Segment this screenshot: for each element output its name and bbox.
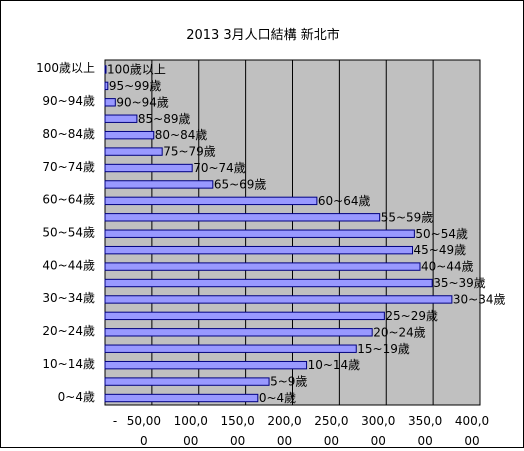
bar — [104, 114, 138, 123]
data-label: 45~49歲 — [414, 243, 467, 257]
y-tick-label: 50~54歲 — [42, 226, 95, 240]
data-label: 25~29歲 — [385, 309, 438, 323]
data-label: 100歲以上 — [107, 62, 166, 76]
x-tick-label: 350,0 00 — [408, 414, 442, 447]
y-tick-label: 10~14歲 — [42, 357, 95, 371]
data-label: 35~39歲 — [433, 276, 486, 290]
x-tick-labels: -50,00 0 100,0 00 150,0 00 200,0 00 250,0 00 300,0… — [113, 414, 489, 448]
data-label: 20~24歲 — [373, 325, 426, 339]
bar — [104, 147, 163, 156]
bar — [104, 360, 308, 370]
bar — [104, 328, 373, 337]
chart-title: 2013 3月人口結構 新北市 — [186, 27, 340, 43]
data-label: 5~9歲 — [270, 375, 307, 389]
bar — [104, 262, 421, 271]
y-tick-label: 60~64歲 — [42, 193, 95, 207]
data-label: 50~54歲 — [415, 227, 468, 241]
x-tick-label: 50,00 0 — [127, 414, 161, 447]
x-tick-label: 300,0 00 — [361, 414, 395, 447]
data-label: 65~69歲 — [214, 177, 267, 191]
y-tick-label: 70~74歲 — [42, 160, 95, 174]
x-tick-label: 100,0 00 — [174, 414, 208, 447]
bar — [104, 213, 381, 222]
bar — [104, 98, 116, 107]
y-tick-labels: 0~4歲 10~14歲 20~24歲 30~34歲 40~44歲 50~54歲 60~64歲… — [36, 61, 95, 404]
data-label: 85~89歲 — [138, 112, 191, 126]
bar — [104, 278, 433, 288]
data-label: 10~14歲 — [308, 358, 361, 372]
bar — [104, 130, 155, 140]
y-tick-label: 30~34歲 — [42, 291, 95, 305]
y-tick-label: 40~44歲 — [42, 258, 95, 272]
bar — [104, 311, 385, 321]
y-tick-label: 100歲以上 — [36, 61, 95, 75]
bar — [104, 65, 107, 74]
y-tick-label: 90~94歲 — [42, 94, 95, 108]
x-tick-label: 400,0 00 — [455, 414, 489, 447]
data-label: 0~4歲 — [259, 391, 296, 405]
bar — [104, 81, 109, 91]
bar — [104, 295, 453, 304]
bar — [104, 163, 193, 173]
data-label: 95~99歲 — [109, 79, 162, 93]
data-label: 15~19歲 — [357, 342, 410, 356]
bar — [104, 344, 357, 353]
data-label: 70~74歲 — [193, 161, 246, 175]
bar — [104, 245, 413, 255]
y-tick-label: 20~24歲 — [42, 324, 95, 338]
y-tick-label: 0~4歲 — [58, 390, 95, 404]
x-tick-label: 150,0 00 — [220, 414, 254, 447]
bar — [104, 393, 259, 403]
y-tick-label: 80~84歲 — [42, 127, 95, 141]
bar — [104, 180, 214, 189]
data-label: 30~34歲 — [453, 292, 506, 306]
bar — [104, 229, 415, 238]
bar — [104, 196, 318, 206]
data-label: 90~94歲 — [116, 95, 169, 109]
x-tick-label: 200,0 00 — [267, 414, 301, 447]
data-label: 55~59歲 — [381, 210, 434, 224]
bars — [104, 65, 453, 403]
bar — [104, 377, 270, 386]
data-label: 80~84歲 — [155, 128, 208, 142]
x-tick-label: 250,0 00 — [314, 414, 348, 447]
data-label: 40~44歲 — [421, 260, 474, 274]
data-label: 75~79歲 — [163, 145, 216, 159]
x-tick-label: - — [113, 414, 117, 428]
data-label: 60~64歲 — [318, 194, 371, 208]
